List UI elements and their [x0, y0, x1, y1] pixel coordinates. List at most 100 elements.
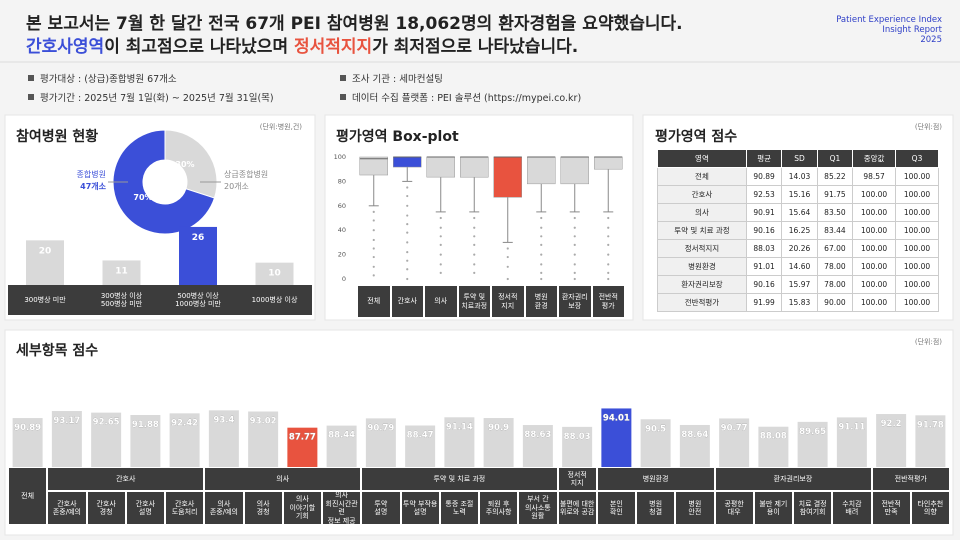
x-tick-label: 간호사 존중/예의 — [47, 491, 87, 525]
brand-line: Patient Experience Index — [836, 15, 942, 25]
callout-count: 47개소 — [80, 181, 106, 191]
outlier — [540, 263, 543, 266]
bar-label: 93.17 — [53, 416, 80, 426]
x-tick-label: 타인추천 의향 — [910, 491, 950, 525]
outlier — [406, 268, 409, 271]
cell: 100.00 — [895, 239, 939, 258]
bar — [640, 419, 671, 467]
outlier — [607, 235, 610, 238]
info: 평가대상 : (상급)종합병원 67개소 — [28, 71, 177, 85]
bar-label: 90.89 — [14, 423, 41, 433]
box — [493, 156, 522, 198]
cell: 14.60 — [781, 257, 818, 276]
cell: 투약 및 치료 과정 — [657, 221, 747, 240]
row: 간호사 92.53 15.16 91.75 100.00 100.00 — [657, 185, 939, 204]
bar-label: 88.64 — [681, 430, 708, 440]
x-tick-label: 300병상 미만 — [8, 286, 82, 314]
bar — [915, 415, 946, 467]
unit: (단위:점) — [914, 123, 942, 131]
row: 투약 및 치료 과정 90.16 16.25 83.44 100.00 100.00 — [657, 221, 939, 240]
cell: 100.00 — [852, 275, 897, 294]
outlier — [406, 231, 409, 234]
cell: 100.00 — [895, 257, 939, 276]
row: 정서적지지 88.03 20.26 67.00 100.00 100.00 — [657, 239, 939, 258]
cell: 100.00 — [895, 293, 939, 312]
bar-label: 90.77 — [721, 423, 748, 433]
box — [426, 156, 455, 178]
cell: 100.00 — [895, 185, 939, 204]
outlier — [540, 216, 543, 220]
outlier — [372, 255, 375, 259]
outlier — [372, 210, 375, 213]
outlier — [473, 253, 476, 256]
text: 이 최고점으로 나타났으며 — [104, 37, 294, 57]
row: 전반적평가 91.99 15.83 90.00 100.00 100.00 — [657, 293, 939, 312]
x-tick-label: 간호사 — [390, 285, 424, 318]
bar — [405, 425, 436, 467]
bar-label: 88.44 — [328, 431, 355, 441]
y-tick-label: 40 — [338, 226, 346, 234]
cell: 100.00 — [895, 221, 939, 240]
x-tick-label: 300병상 이상 500병상 미만 — [84, 286, 159, 314]
bar-label: 20 — [39, 246, 52, 256]
outlier — [506, 247, 509, 250]
outlier — [439, 253, 442, 256]
outlier — [372, 238, 375, 242]
panel-title: 세부항목 점수 — [16, 343, 99, 359]
title: 간호사영역이 최고점으로 나타났으며 정서적지지가 최저점으로 나타났습니다. — [26, 32, 578, 57]
cell: 15.64 — [781, 203, 818, 222]
group-label: 환자권리보장 — [714, 467, 872, 491]
x-tick-label: 투약 및 치료과정 — [457, 285, 491, 318]
bar-label: 92.42 — [171, 418, 198, 428]
panel-title: 참여병원 현황 — [16, 129, 99, 145]
x-tick-label: 의사 — [424, 285, 458, 318]
outlier — [439, 263, 442, 266]
bar-label: 90.9 — [488, 423, 509, 433]
bar — [91, 412, 122, 467]
row: 의사 90.91 15.64 83.50 100.00 100.00 — [657, 203, 939, 222]
bar-label: 94.01 — [603, 413, 630, 423]
x-tick-label: 투약 설명 — [361, 491, 401, 525]
cell: 전체 — [657, 167, 747, 186]
bar — [522, 425, 553, 467]
outlier — [607, 226, 610, 229]
cell: 78.00 — [816, 275, 854, 294]
x-tick-label: 병원 안전 — [675, 491, 715, 525]
score-table: 영역 평균 SD Q1 중앙값 Q3 전체 90.89 14.03 85.22 98.57 100.0… — [657, 149, 939, 312]
cell: 92.53 — [745, 185, 783, 204]
outlier — [540, 243, 543, 246]
x-tick-label: 불편에 대한 위로와 공감 — [557, 491, 597, 525]
bar — [102, 260, 141, 285]
cell: 14.03 — [781, 167, 818, 186]
outlier — [540, 277, 543, 281]
x-tick-label: 정서적 지지 — [491, 285, 525, 318]
outlier — [406, 214, 409, 217]
bar-label: 89.65 — [799, 427, 826, 437]
cell: 100.00 — [852, 293, 897, 312]
x-tick-label: 500병상 이상 1000병상 미만 — [161, 286, 235, 314]
x-tick-label: 의사 존중/예의 — [204, 491, 244, 525]
x-tick-label: 간호사 도움처리 — [165, 491, 205, 525]
bar-label: 93.02 — [250, 416, 277, 426]
cell: 20.26 — [781, 239, 818, 258]
cell: 90.00 — [816, 293, 854, 312]
outlier — [473, 263, 476, 266]
x-tick-label: 퇴원 후 주의사항 — [479, 491, 519, 525]
cell: 91.01 — [745, 257, 783, 276]
cell: 100.00 — [895, 203, 939, 222]
bar-label: 93.4 — [213, 415, 234, 425]
callout-count: 20개소 — [224, 181, 249, 191]
cell: 병원환경 — [657, 257, 747, 276]
box — [359, 156, 388, 176]
box — [560, 156, 589, 185]
bar — [365, 418, 396, 467]
box — [594, 156, 623, 170]
callout-name: 종합병원 — [77, 170, 106, 179]
cell: 88.03 — [745, 239, 783, 258]
highlight: 간호사영역 — [26, 37, 105, 57]
cell: 67.00 — [816, 239, 854, 258]
box — [527, 156, 556, 185]
cell: 100.00 — [852, 257, 897, 276]
x-tick-label: 불만 제기 용이 — [753, 491, 793, 525]
outlier — [607, 277, 610, 281]
